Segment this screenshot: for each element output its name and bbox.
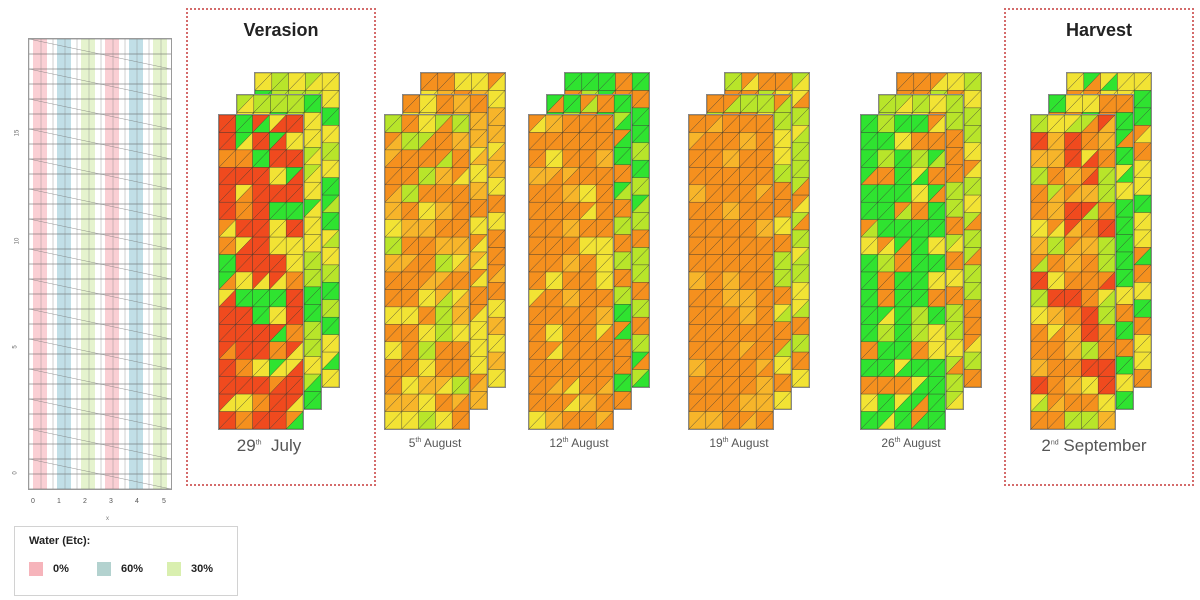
map-stack-19-august	[688, 72, 818, 432]
date-month: July	[270, 436, 302, 455]
date-day: 19	[709, 436, 723, 450]
map-stack-5-august	[384, 72, 514, 432]
legend-swatch	[97, 562, 111, 576]
map-stack-29-july	[218, 72, 348, 432]
date-label: 19th August	[684, 436, 794, 450]
date-month: August	[423, 436, 462, 450]
y-tick: 15	[14, 129, 21, 137]
legend-item-0: 0%	[29, 561, 69, 577]
stage-title-harvest: Harvest	[1065, 20, 1133, 40]
legend-label: 30%	[191, 563, 214, 575]
map-stack-12-august	[528, 72, 658, 432]
x-axis-title: x	[106, 516, 109, 522]
date-label: 5th August	[380, 436, 490, 450]
plot-area	[28, 38, 172, 490]
date-label: 12th August	[524, 436, 634, 450]
date-day: 29	[236, 436, 256, 455]
ndvi-map-front	[528, 114, 614, 430]
legend-label: 0%	[53, 563, 69, 575]
date-suffix: th	[722, 437, 729, 444]
ndvi-map-front	[1030, 114, 1116, 430]
water-legend: Water (Etc): 0% 60% 30%	[14, 526, 238, 596]
y-tick: 5	[12, 345, 19, 349]
x-tick: 0	[31, 498, 35, 505]
field-layout-plot: 0 5 10 15 0 1 2 3 4 5 x	[13, 30, 172, 522]
date-suffix: th	[562, 437, 569, 444]
harvest-box: Harvest	[1004, 8, 1194, 486]
legend-label: 60%	[121, 563, 144, 575]
date-month: August	[571, 436, 609, 450]
date-day: 12	[549, 436, 563, 450]
date-label: 29th July	[214, 436, 324, 456]
map-stack-2-september	[1030, 72, 1160, 432]
date-day: 2	[1041, 436, 1051, 455]
date-month: August	[731, 436, 769, 450]
ndvi-map-front	[384, 114, 470, 430]
date-suffix: th	[894, 437, 901, 444]
legend-swatch	[167, 562, 181, 576]
ndvi-map-front	[688, 114, 774, 430]
ndvi-map-front	[860, 114, 946, 430]
legend-item-1: 60%	[97, 561, 143, 577]
date-month: August	[903, 436, 941, 450]
date-day: 26	[881, 436, 895, 450]
date-label: 2nd September	[1024, 436, 1164, 456]
verasion-box: Verasion	[186, 8, 376, 486]
stage-title-verasion: Verasion	[243, 20, 319, 40]
date-suffix: th	[255, 439, 262, 447]
date-suffix: th	[415, 437, 422, 444]
date-suffix: nd	[1050, 439, 1059, 447]
x-tick: 3	[109, 498, 113, 505]
y-tick: 10	[14, 237, 21, 245]
x-tick: 1	[57, 498, 61, 505]
legend-swatch	[29, 562, 43, 576]
x-tick: 4	[135, 498, 139, 505]
date-month: September	[1063, 436, 1147, 455]
x-tick: 2	[83, 498, 87, 505]
plot-grid	[29, 39, 171, 489]
y-tick: 0	[12, 471, 19, 475]
date-label: 26th August	[856, 436, 966, 450]
legend-item-2: 30%	[167, 561, 213, 577]
date-day: 5	[408, 436, 416, 450]
x-tick: 5	[162, 498, 166, 505]
map-stack-26-august	[860, 72, 990, 432]
legend-title: Water (Etc):	[29, 535, 91, 547]
ndvi-map-front	[218, 114, 304, 430]
